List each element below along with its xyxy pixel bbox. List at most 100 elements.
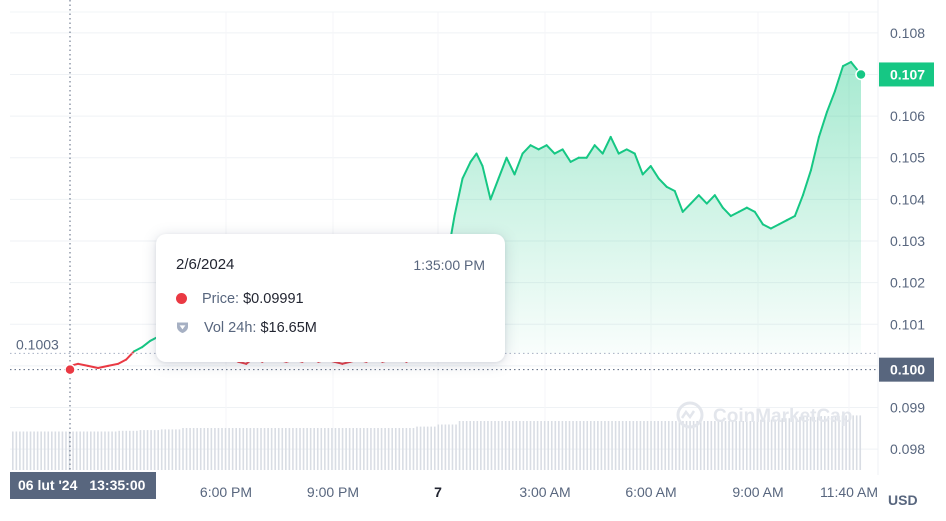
volume-bar: [391, 428, 394, 470]
volume-bar: [841, 415, 844, 470]
volume-bar: [338, 428, 340, 470]
volume-bar: [618, 421, 620, 470]
volume-bars: [12, 415, 862, 470]
price-line-segment: [729, 210, 740, 218]
volume-bar: [58, 431, 60, 470]
volume-bar: [795, 418, 798, 470]
volume-bar: [682, 421, 684, 470]
volume-bar: [714, 421, 716, 470]
volume-bar: [816, 416, 819, 470]
volume-bar: [678, 421, 681, 470]
y-tick-label: 0.101: [890, 316, 925, 332]
volume-bar: [667, 421, 670, 470]
volume-bar: [260, 428, 262, 470]
tooltip-date: 2/6/2024: [176, 256, 235, 273]
volume-bar: [823, 416, 826, 470]
volume-bar: [359, 428, 362, 470]
price-line-segment: [585, 144, 596, 159]
price-line-segment: [753, 210, 764, 226]
price-line-segment: [601, 135, 612, 155]
volume-bar: [196, 428, 198, 470]
price-dot-icon: [176, 293, 187, 304]
volume-bar: [760, 419, 762, 470]
volume-bar: [653, 421, 656, 470]
volume-bar: [419, 426, 422, 470]
volume-bar: [448, 424, 450, 470]
volume-bar: [472, 421, 475, 470]
price-line-segment: [537, 144, 548, 151]
volume-bar: [767, 419, 769, 470]
volume-bar: [646, 421, 649, 470]
crosshair-price-badge: [879, 357, 934, 382]
volume-bar: [114, 431, 117, 470]
volume-bar: [19, 431, 21, 470]
price-line-segment: [705, 194, 716, 205]
x-tick-label: 9:00 PM: [307, 484, 359, 500]
volume-bar: [334, 428, 337, 470]
price-line-segment: [769, 223, 780, 230]
price-line-segment: [125, 350, 136, 361]
volume-bar: [54, 431, 57, 470]
volume-bar: [51, 431, 53, 470]
volume-bar: [519, 421, 521, 470]
volume-bar: [306, 428, 308, 470]
volume-bar: [292, 428, 294, 470]
x-tick-label: 7: [434, 484, 442, 500]
price-line-segment: [737, 206, 748, 213]
volume-bar: [550, 421, 553, 470]
volume-bar: [717, 421, 720, 470]
volume-bar: [781, 418, 784, 470]
volume-bar: [593, 421, 596, 470]
price-line-segment: [785, 215, 796, 222]
volume-bar: [412, 428, 415, 470]
volume-bar: [366, 428, 369, 470]
volume-bar: [650, 421, 652, 470]
volume-bar: [221, 428, 223, 470]
volume-bar: [721, 421, 723, 470]
volume-bar: [533, 421, 535, 470]
volume-bar: [132, 430, 135, 470]
volume-bar: [217, 428, 220, 470]
volume-bar: [540, 421, 542, 470]
price-line-segment: [833, 65, 844, 93]
tooltip-price-value: $0.09991: [243, 291, 304, 307]
x-tick-label: 9:00 AM: [732, 484, 783, 500]
volume-bar: [735, 421, 737, 470]
y-axis-unit: USD: [888, 492, 918, 508]
volume-bar: [607, 421, 610, 470]
volume-bar: [402, 428, 404, 470]
volume-bar: [175, 429, 177, 470]
price-line-segment: [649, 165, 660, 180]
volume-bar: [756, 419, 759, 470]
volume-bar: [380, 428, 383, 470]
volume-bar: [285, 428, 287, 470]
volume-bar: [249, 428, 252, 470]
tooltip-volume-value: $16.65M: [260, 320, 317, 336]
volume-bar: [86, 431, 89, 470]
volume-bar: [728, 421, 730, 470]
volume-bar: [111, 431, 113, 470]
volume-bar: [270, 428, 273, 470]
volume-bar: [104, 431, 106, 470]
volume-bar: [788, 418, 791, 470]
price-line-segment: [107, 362, 120, 367]
volume-bar: [199, 428, 202, 470]
y-tick-label: 0.102: [890, 275, 925, 291]
volume-bar: [93, 431, 96, 470]
watermark-glyph: [680, 409, 696, 420]
volume-bar: [168, 429, 170, 470]
volume-bar: [529, 421, 532, 470]
volume-bar: [82, 431, 85, 470]
tooltip-price-row: Price: $0.09991: [176, 291, 304, 307]
volume-bar: [597, 421, 599, 470]
volume-bar: [224, 428, 227, 470]
price-line-segment: [489, 177, 500, 201]
volume-bar: [522, 421, 525, 470]
price-line-segment: [625, 148, 636, 155]
volume-bar: [831, 416, 833, 470]
price-line-segment: [341, 360, 352, 365]
volume-bar: [526, 421, 528, 470]
price-line-segment: [673, 190, 684, 213]
price-line-segment: [609, 135, 620, 155]
volume-bar: [398, 428, 401, 470]
